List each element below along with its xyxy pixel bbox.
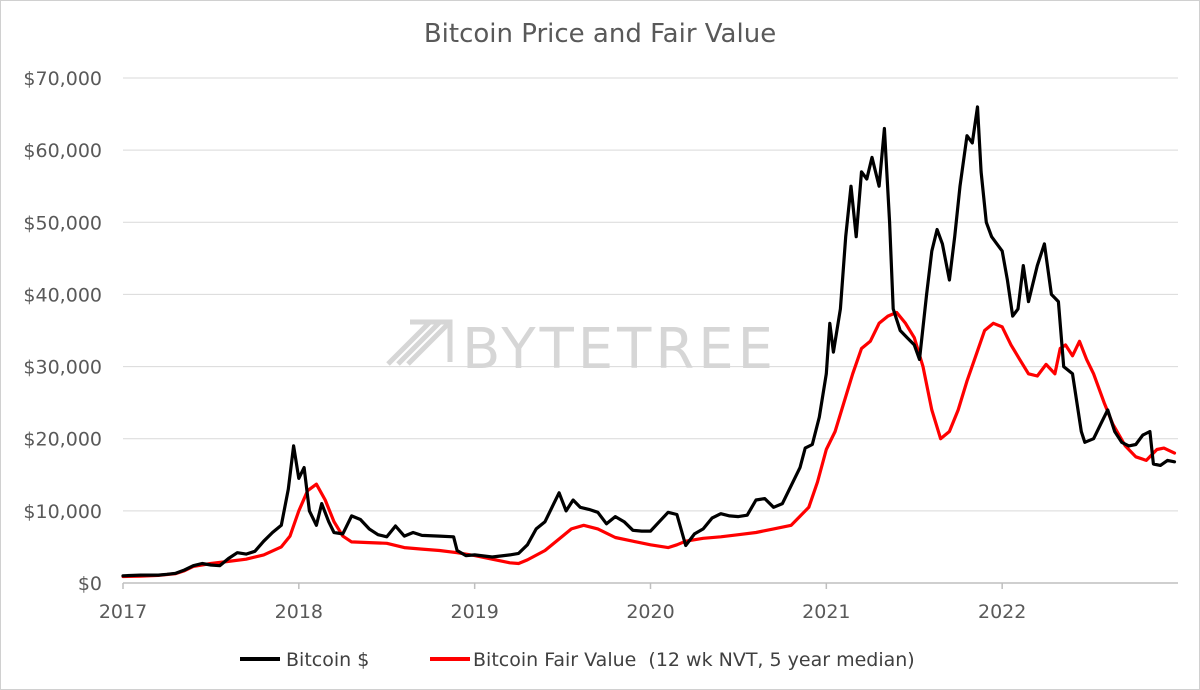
y-tick-label: $10,000 [23,501,102,523]
y-axis: $0 $10,000 $20,000 $30,000 $40,000 $50,000 $60… [23,68,102,595]
y-tick-label: $20,000 [23,429,102,451]
series-line-fair-value [121,310,1177,579]
y-tick-label: $30,000 [23,357,102,379]
legend-label-bitcoin: Bitcoin $ [286,649,369,671]
legend-item-bitcoin: Bitcoin $ [240,649,369,671]
watermark: BYTETREE [386,317,777,382]
x-tick-label: 2018 [275,601,323,623]
y-tick-label: $60,000 [23,140,102,162]
series-layer [121,105,1177,579]
legend: Bitcoin $ Bitcoin Fair Value (12 wk NVT,… [240,649,915,671]
x-tick-label: 2019 [450,601,498,623]
x-tick-label: 2021 [802,601,850,623]
y-tick-label: $40,000 [23,284,102,306]
legend-item-fair-value: Bitcoin Fair Value (12 wk NVT, 5 year me… [430,649,915,671]
x-axis: 2017 2018 2019 2020 2021 2022 [99,582,1178,623]
chart-title: Bitcoin Price and Fair Value [424,19,776,49]
legend-label-fair-value: Bitcoin Fair Value (12 wk NVT, 5 year me… [473,649,915,671]
y-tick-label: $70,000 [23,68,102,90]
x-tick-label: 2017 [99,601,147,623]
x-tick-label: 2022 [978,601,1026,623]
bytetree-logo-icon [386,319,453,366]
x-tick-label: 2020 [626,601,674,623]
series-line-bitcoin [121,105,1177,578]
y-tick-label: $0 [78,573,102,595]
watermark-text: BYTETREE [462,317,777,382]
y-tick-label: $50,000 [23,212,102,234]
